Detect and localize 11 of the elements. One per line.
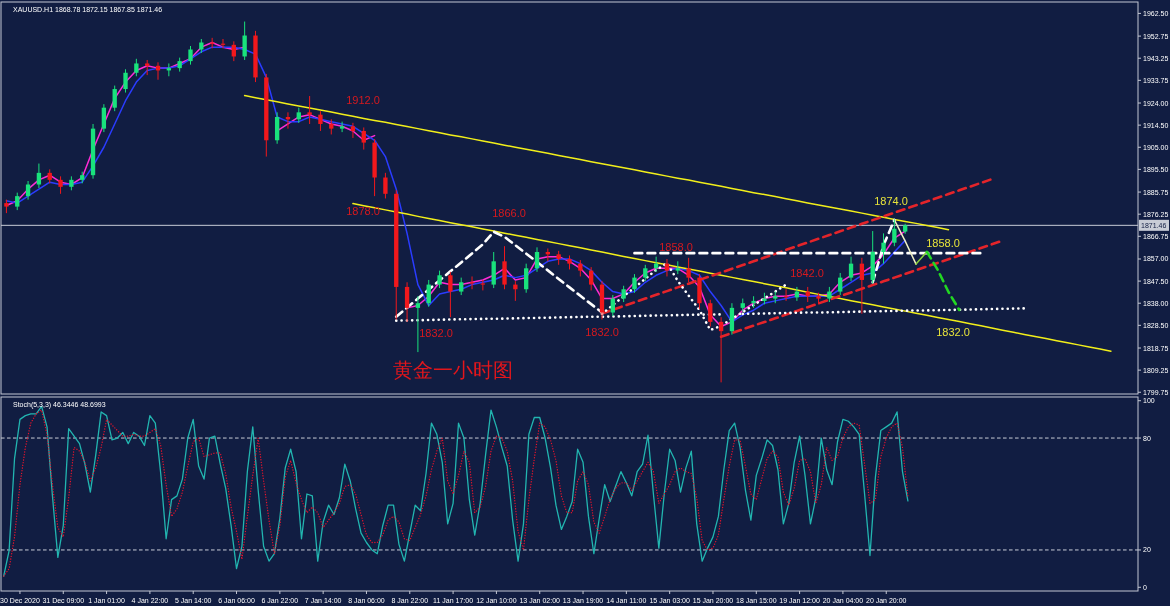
annotation: 1866.0 <box>492 207 526 219</box>
annotation: 1832.0 <box>585 326 619 338</box>
annotation: 1874.0 <box>874 195 908 207</box>
annotation: 1832.0 <box>936 326 970 338</box>
annotation: 1912.0 <box>346 94 380 106</box>
annotation: 黄金一小时图 <box>393 359 513 381</box>
annotation: 1878.0 <box>346 205 380 217</box>
annotation: 1858.0 <box>659 241 693 253</box>
annotation: 1842.0 <box>790 267 824 279</box>
annotation: 1832.0 <box>419 327 453 339</box>
annotation: 1858.0 <box>926 237 960 249</box>
